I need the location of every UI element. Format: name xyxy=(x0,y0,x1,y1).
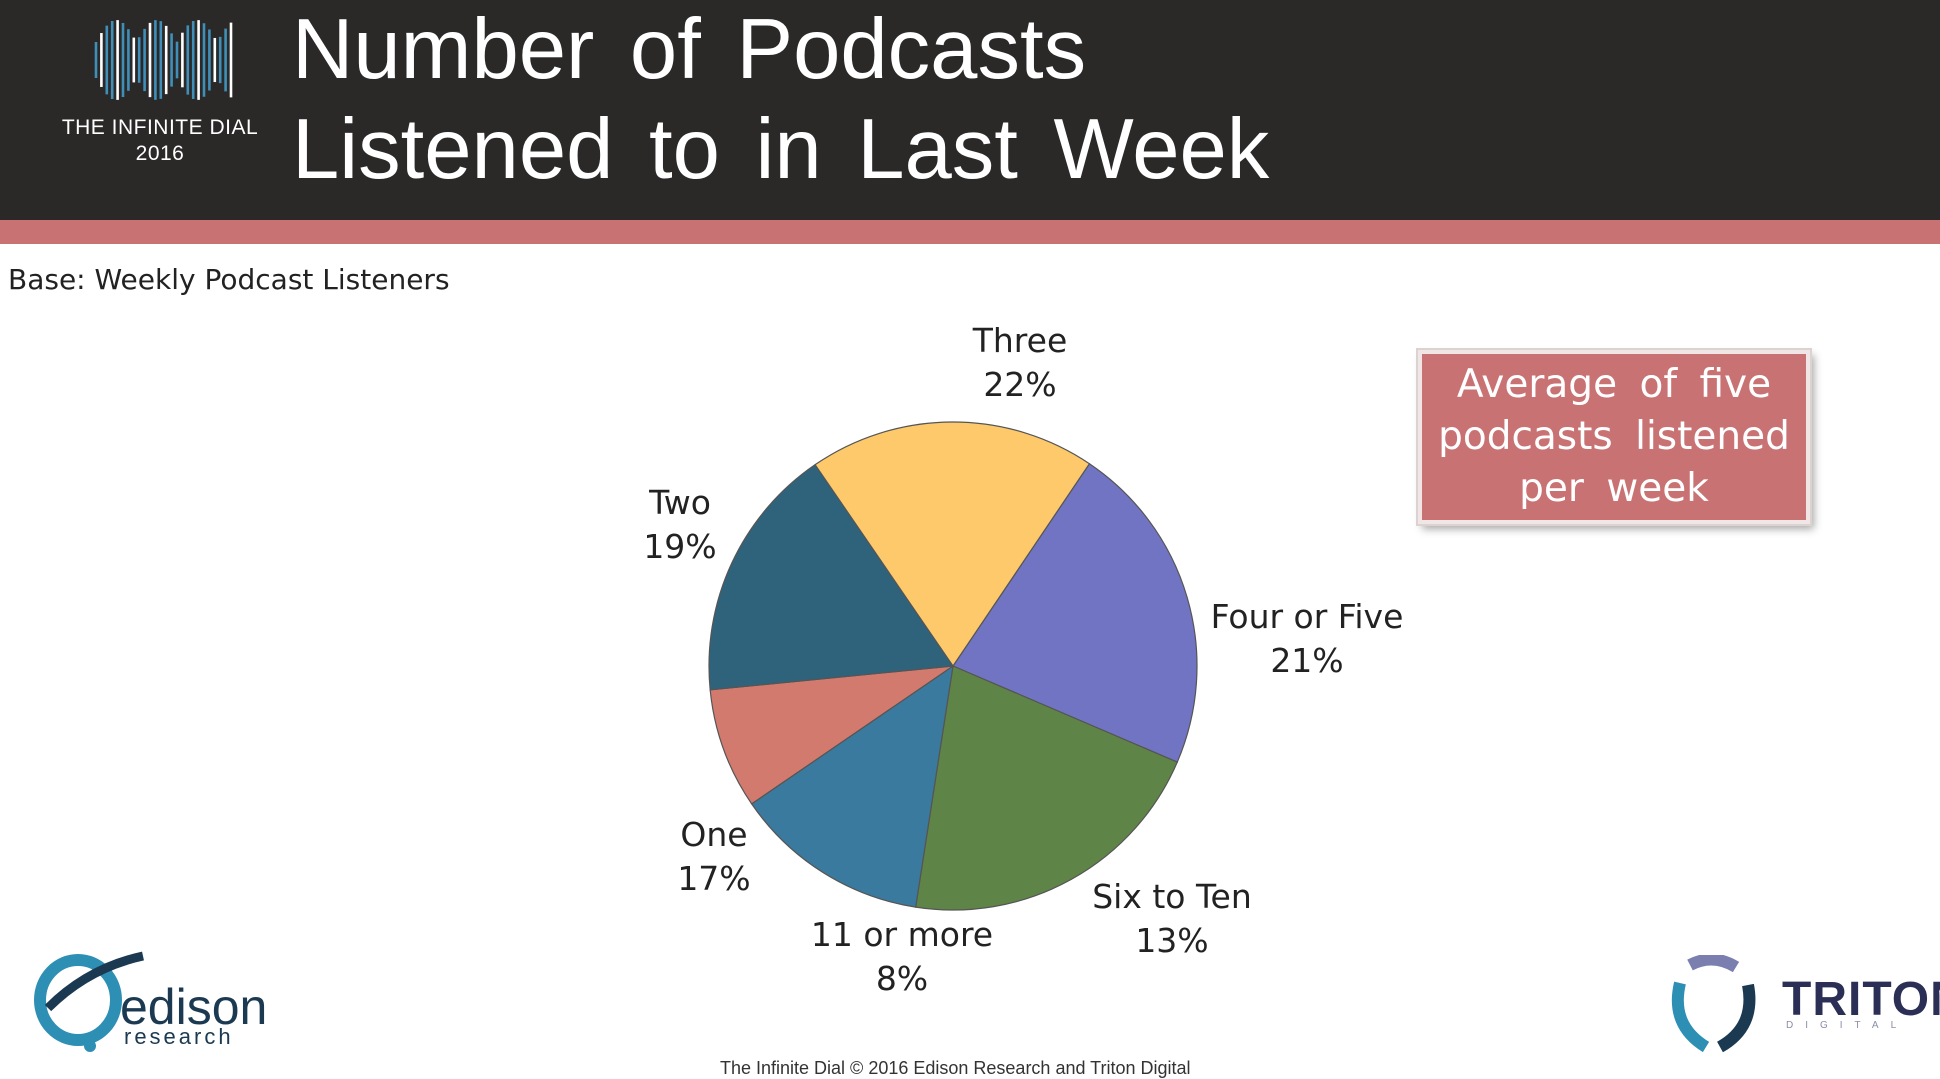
slice-label-two: Two xyxy=(648,483,711,522)
slice-value-six-to-ten: 13% xyxy=(1135,921,1208,960)
slice-label-four-or-five: Four or Five xyxy=(1211,597,1404,636)
pie-slice-four-or-five xyxy=(914,665,1179,911)
accent-divider xyxy=(0,220,1940,244)
average-callout: Average of five podcasts listened per we… xyxy=(1418,350,1810,524)
edison-logo-icon xyxy=(34,951,144,1052)
slice-label-one: One xyxy=(680,815,747,854)
slice-label-11-or-more: 11 or more xyxy=(811,915,993,954)
slice-value-11-or-more: 8% xyxy=(876,959,928,998)
slice-label-three: Three xyxy=(972,321,1068,360)
pie-slice-three xyxy=(952,462,1198,763)
edison-wordmark: edison xyxy=(120,979,268,1035)
page-title: Number of Podcasts Listened to in Last W… xyxy=(292,0,1269,200)
pie-slice-11-or-more xyxy=(709,665,954,805)
triton-logo-icon xyxy=(1671,955,1756,1053)
header-bar: THE INFINITE DIAL 2016 Number of Podcast… xyxy=(0,0,1940,220)
pie-slice-two xyxy=(814,421,1091,668)
dial-label-line2: 2016 xyxy=(135,142,185,165)
callout-text: Average of five podcasts listened per we… xyxy=(1438,362,1790,511)
title-line1: Number of Podcasts xyxy=(292,2,1087,97)
infinite-dial-label: THE INFINITE DIAL 2016 xyxy=(40,115,280,167)
dial-label-line1: THE INFINITE DIAL xyxy=(61,116,259,139)
triton-subtitle: DIGITAL xyxy=(1786,1020,1909,1031)
slice-label-six-to-ten: Six to Ten xyxy=(1092,877,1252,916)
slice-value-two: 19% xyxy=(643,527,716,566)
slice-value-four-or-five: 21% xyxy=(1270,641,1343,680)
footer-copyright: The Infinite Dial © 2016 Edison Research… xyxy=(720,1058,1191,1078)
title-line2: Listened to in Last Week xyxy=(292,102,1270,197)
edison-subtitle: research xyxy=(124,1024,234,1049)
pie-slice-one xyxy=(708,463,955,691)
slice-value-three: 22% xyxy=(983,365,1056,404)
triton-wordmark: TRITON xyxy=(1782,973,1940,1026)
slice-value-one: 17% xyxy=(677,859,750,898)
pie-slice-six-to-ten xyxy=(750,664,954,908)
base-note: Base: Weekly Podcast Listeners xyxy=(8,263,450,296)
infinite-dial-logo-icon xyxy=(94,20,233,100)
